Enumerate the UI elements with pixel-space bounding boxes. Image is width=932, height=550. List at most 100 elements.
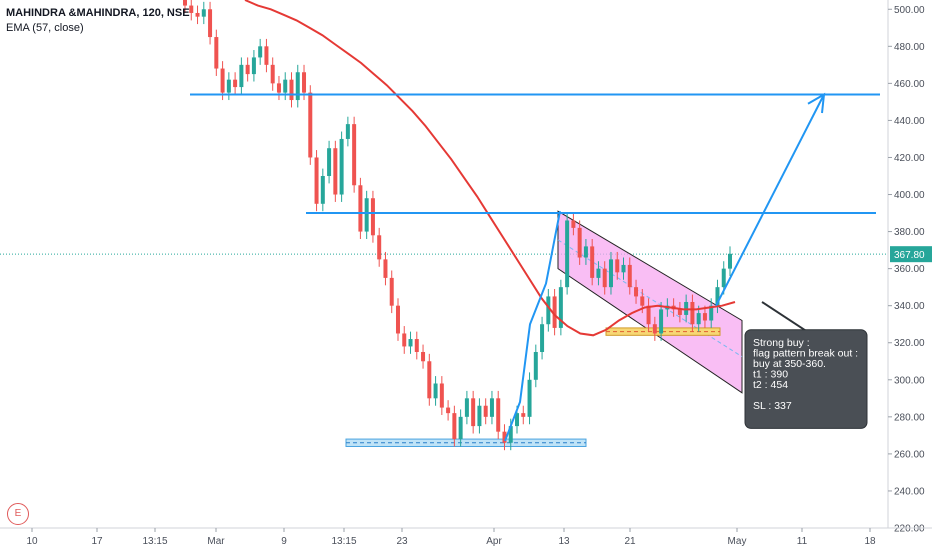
candle <box>320 168 325 212</box>
candle-body <box>527 379 532 417</box>
time-tick-label: 13:15 <box>331 536 356 547</box>
candle <box>195 5 200 25</box>
candle <box>239 57 244 95</box>
candle-body <box>208 9 213 38</box>
candle <box>608 251 613 295</box>
candle-body <box>233 79 238 88</box>
candle <box>458 409 463 447</box>
candle-body <box>283 79 288 93</box>
candle-body <box>358 185 363 232</box>
candle <box>471 390 476 434</box>
candle <box>677 301 682 323</box>
candle-body <box>201 9 206 17</box>
candle <box>728 246 732 277</box>
channel-midline <box>557 239 743 358</box>
candle-body <box>414 339 419 352</box>
candle-body <box>577 227 582 258</box>
candle-body <box>728 253 732 269</box>
candle-body <box>690 301 695 325</box>
candle-body <box>314 157 319 204</box>
candle <box>602 261 607 295</box>
candle-body <box>583 246 588 258</box>
candle <box>483 398 488 425</box>
callout-box <box>744 329 868 429</box>
time-tick-label: Mar <box>207 536 225 547</box>
candle <box>308 85 313 165</box>
candle <box>395 298 400 341</box>
candle <box>577 220 582 265</box>
candle <box>358 177 363 239</box>
candle <box>189 0 194 21</box>
candle-body <box>345 124 350 139</box>
ema-line <box>244 0 736 337</box>
candle-body <box>421 352 426 362</box>
ema-57-line <box>244 0 736 337</box>
candle <box>446 400 451 421</box>
candle <box>496 390 501 440</box>
candle <box>327 140 332 184</box>
candle <box>615 251 620 280</box>
flagpole-line <box>504 211 561 442</box>
candle <box>502 424 507 451</box>
candle <box>489 390 494 425</box>
candle-body <box>433 383 438 399</box>
candle <box>226 72 231 101</box>
price-tick-label: 220.00 <box>894 524 925 535</box>
candle-body <box>565 220 570 288</box>
candle-body <box>477 405 482 427</box>
time-tick-label: 9 <box>281 536 287 547</box>
candle-body <box>427 361 432 399</box>
candle-body <box>389 277 394 306</box>
price-tick-label: 260.00 <box>894 449 925 460</box>
candle-body <box>571 220 576 228</box>
candle-body <box>464 398 469 417</box>
candle <box>352 116 357 193</box>
price-axis: 220.00 240.00 260.00 280.00 300.00 320.00 340.… <box>887 0 932 535</box>
candle-body <box>339 138 344 195</box>
candle <box>634 279 639 304</box>
candle-body <box>709 305 714 321</box>
candle-body <box>483 405 488 417</box>
candle <box>264 38 269 73</box>
candle <box>571 213 576 236</box>
flag-channel <box>557 210 743 394</box>
candle <box>646 298 651 332</box>
candle-body <box>508 426 513 443</box>
candles <box>183 0 732 451</box>
candle-body <box>183 0 187 6</box>
candle <box>477 398 482 434</box>
candle-body <box>458 416 463 440</box>
callout-note: Strong buy :flag pattern break out :buy … <box>744 301 868 429</box>
candle <box>251 50 256 82</box>
indicator-legend: EMA (57, close) <box>6 22 84 34</box>
candle-body <box>320 176 325 204</box>
candle <box>333 140 338 202</box>
candle <box>408 331 413 354</box>
price-tick-label: 360.00 <box>894 264 925 275</box>
logo-icon: E <box>7 503 29 525</box>
last-price-label: 367.80 <box>894 250 925 261</box>
candle-body <box>289 79 294 101</box>
candle-body <box>264 46 269 65</box>
candle <box>527 372 532 425</box>
time-tick-label: 11 <box>797 536 808 547</box>
candle <box>201 1 206 25</box>
price-tick-label: 420.00 <box>894 153 925 164</box>
price-tick-label: 480.00 <box>894 42 925 53</box>
candle-body <box>333 148 338 195</box>
time-tick-label: 21 <box>624 536 636 547</box>
candle <box>377 227 382 267</box>
candle <box>233 72 238 95</box>
time-axis: 10 17 13:15 Mar 9 13:15 23 Apr 13 21 May 11 18 <box>0 527 932 547</box>
candle-body <box>521 413 526 417</box>
candle <box>370 190 375 243</box>
candle-body <box>721 268 726 288</box>
candle-body <box>546 296 551 325</box>
price-tick-label: 300.00 <box>894 375 925 386</box>
price-tick-label: 340.00 <box>894 301 925 312</box>
candle-body <box>659 309 664 334</box>
candle-body <box>245 64 250 75</box>
candle <box>659 301 664 341</box>
candle-body <box>295 72 300 101</box>
